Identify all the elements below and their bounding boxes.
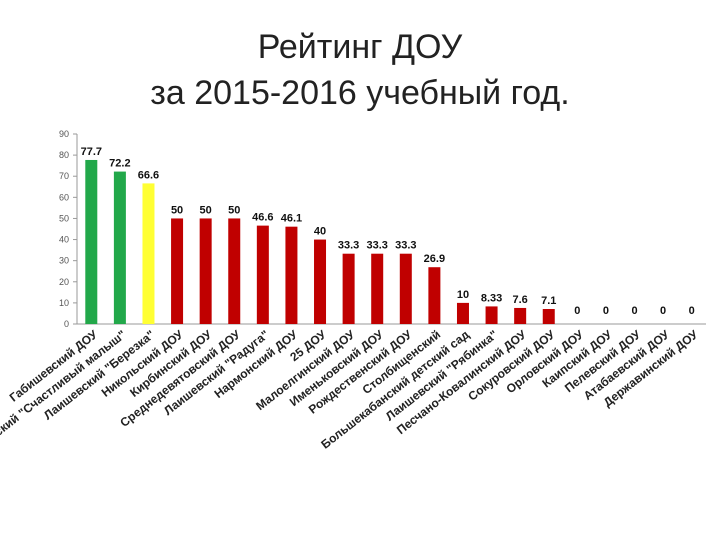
data-label: 77.7	[81, 146, 102, 158]
y-axis: 0 10 20 30 40 50 60 70 80 90	[59, 129, 706, 329]
data-label: 72.2	[109, 158, 130, 170]
data-label: 8.33	[481, 292, 502, 304]
bar	[428, 267, 441, 324]
bar	[171, 218, 184, 324]
bar	[342, 253, 355, 324]
data-label: 7.1	[541, 295, 556, 307]
y-tick-label: 50	[59, 213, 69, 223]
y-tick-label: 20	[59, 277, 69, 287]
bar	[542, 309, 555, 324]
bar	[113, 171, 126, 324]
bar	[314, 239, 327, 324]
y-tick-label: 80	[59, 150, 69, 160]
bar	[142, 183, 155, 324]
data-label: 0	[689, 305, 695, 317]
bar	[228, 218, 241, 324]
bar	[456, 302, 469, 324]
y-tick-label: 90	[59, 129, 69, 139]
y-tick-label: 30	[59, 256, 69, 266]
bar	[85, 159, 98, 324]
data-labels: 77.7 72.2 66.6 50 50 50 46.6 46.1 40 33.3 33.3 33.3…	[81, 146, 695, 317]
y-tick-label: 0	[64, 319, 69, 329]
bar	[485, 306, 498, 324]
y-tick-label: 60	[59, 192, 69, 202]
data-label: 66.6	[138, 169, 159, 181]
data-label: 33.3	[338, 240, 359, 252]
data-label: 0	[660, 305, 666, 317]
y-tick-label: 70	[59, 171, 69, 181]
y-tick-label: 40	[59, 235, 69, 245]
data-label: 26.9	[424, 253, 445, 265]
data-label: 40	[314, 226, 326, 238]
bar	[199, 218, 212, 324]
data-label: 50	[171, 204, 183, 216]
bar	[256, 225, 269, 324]
data-label: 46.6	[252, 212, 273, 224]
data-label: 10	[457, 289, 469, 301]
bar	[514, 307, 527, 324]
bars	[85, 159, 555, 324]
bar	[285, 226, 298, 324]
data-label: 33.3	[395, 240, 416, 252]
data-label: 33.3	[366, 240, 387, 252]
y-tick-label: 10	[59, 298, 69, 308]
data-label: 46.1	[281, 213, 302, 225]
data-label: 0	[603, 305, 609, 317]
data-label: 0	[631, 305, 637, 317]
chart-title-line1: Рейтинг ДОУ	[257, 28, 463, 66]
data-label: 0	[574, 305, 580, 317]
chart-title-line2: за 2015-2016 учебный год.	[150, 74, 570, 112]
data-label: 7.6	[513, 294, 528, 306]
data-label: 50	[228, 204, 240, 216]
bar	[371, 253, 384, 324]
data-label: 50	[200, 204, 212, 216]
bar	[399, 253, 412, 324]
